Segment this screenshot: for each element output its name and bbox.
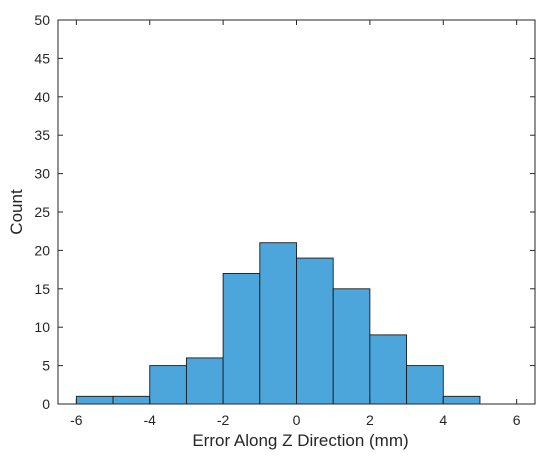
y-tick-label: 0	[42, 396, 50, 412]
histogram-bar	[259, 242, 297, 405]
x-axis-label: Error Along Z Direction (mm)	[192, 431, 408, 450]
y-tick-label: 45	[34, 50, 50, 66]
y-tick-label: 30	[34, 166, 50, 182]
y-tick-label: 20	[34, 242, 50, 258]
y-tick-label: 50	[34, 12, 50, 28]
y-tick-label: 10	[34, 319, 50, 335]
histogram-bar	[185, 357, 224, 405]
x-tick-label: -6	[70, 412, 83, 428]
y-tick-label: 15	[34, 281, 50, 297]
x-tick-label: 2	[366, 412, 374, 428]
histogram-bar	[332, 288, 371, 405]
x-tick-label: -2	[217, 412, 230, 428]
y-tick-label: 25	[34, 204, 50, 220]
histogram-bar	[442, 395, 481, 405]
y-tick-label: 5	[42, 358, 50, 374]
ticks-group: -6 -4 -2 0 2 4 6 0 5 10 15 20 25 30 35 40 45 50	[34, 12, 535, 428]
histogram-bar	[149, 365, 187, 405]
histogram-bar	[296, 257, 334, 405]
x-tick-label: 6	[513, 412, 521, 428]
x-tick-label: 4	[439, 412, 447, 428]
bars-group	[75, 242, 481, 405]
histogram-bar	[406, 365, 444, 405]
histogram-bar	[222, 272, 261, 405]
x-tick-label: -4	[144, 412, 157, 428]
y-tick-label: 40	[34, 89, 50, 105]
histogram-bar	[369, 334, 408, 405]
histogram-bar	[75, 395, 114, 405]
y-axis-label: Count	[7, 189, 26, 235]
y-tick-label: 35	[34, 127, 50, 143]
histogram-bar	[112, 395, 151, 405]
x-tick-label: 0	[293, 412, 301, 428]
